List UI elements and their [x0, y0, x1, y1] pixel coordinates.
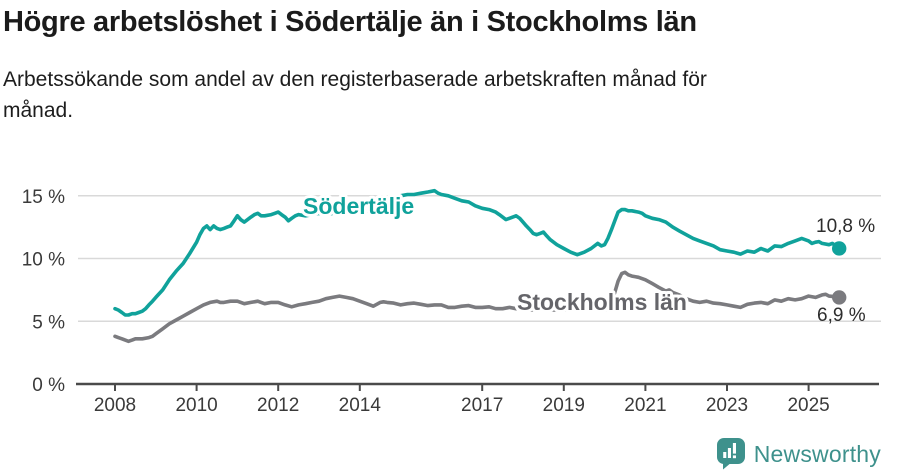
end-dot-s-dert-lje — [832, 241, 847, 256]
x-tick-label: 2010 — [175, 395, 217, 416]
newsworthy-speech-bubble-bar-chart-icon — [716, 438, 745, 470]
y-axis-tick-labels: 0 % 5 % 10 % 15 % — [22, 187, 65, 396]
series-end-dots — [832, 241, 847, 305]
newsworthy-logo[interactable]: Newsworthy — [716, 438, 881, 470]
y-tick-label: 5 % — [32, 312, 65, 333]
x-tick-label: 2025 — [787, 395, 829, 416]
x-tick-label: 2008 — [94, 395, 136, 416]
end-dot-stockholms-l-n — [832, 290, 847, 305]
y-tick-label: 10 % — [22, 250, 65, 271]
y-tick-label: 0 % — [32, 375, 65, 396]
x-tick-label: 2012 — [257, 395, 299, 416]
series-line-s-dert-lje — [113, 188, 842, 317]
brand-name: Newsworthy — [753, 440, 881, 467]
y-tick-label: 15 % — [22, 187, 65, 208]
x-tick-label: 2019 — [543, 395, 585, 416]
x-tick-label: 2021 — [624, 395, 666, 416]
x-tick-label: 2017 — [461, 395, 503, 416]
x-axis: 2008 2010 2012 2014 2017 2019 2021 2023 2025 — [76, 382, 879, 416]
end-value-label-sodertalje: 10,8 % — [816, 216, 875, 237]
page-title: Högre arbetslöshet i Södertälje än i Sto… — [3, 6, 697, 38]
series-label-stockholms-lan: Stockholms län — [517, 289, 687, 315]
chart-header: Högre arbetslöshet i Södertälje än i Sto… — [3, 6, 883, 126]
chart-subtitle: Arbetssökande som andel av den registerb… — [3, 68, 707, 122]
x-tick-label: 2023 — [706, 395, 748, 416]
end-value-label-stockholms-lan: 6,9 % — [817, 305, 866, 326]
gridlines — [78, 194, 881, 323]
x-tick-label: 2014 — [339, 395, 382, 416]
series-line-stockholms-l-n — [113, 270, 842, 344]
series-label-sodertalje: Södertälje — [303, 193, 414, 219]
series-lines — [113, 188, 842, 344]
